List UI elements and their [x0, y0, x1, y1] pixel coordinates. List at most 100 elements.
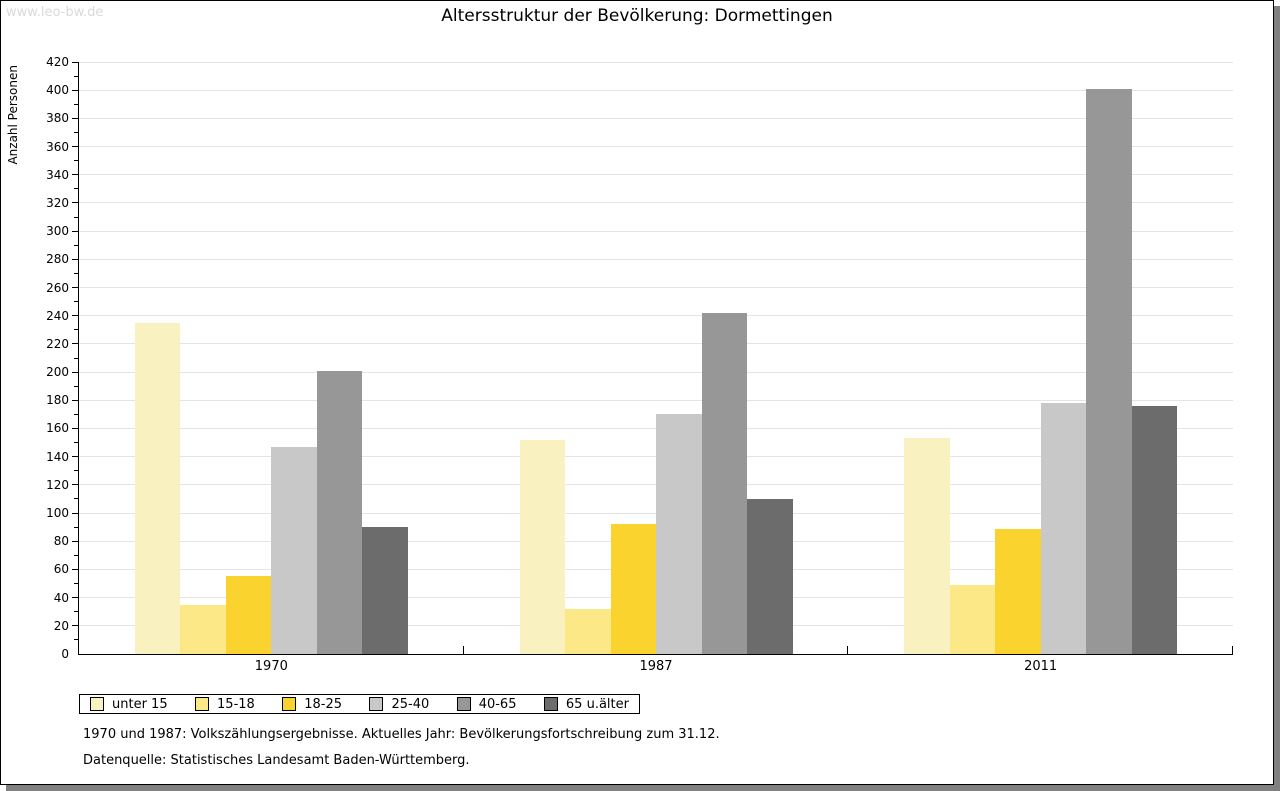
footnote-data-source: Datenquelle: Statistisches Landesamt Bad…	[83, 753, 470, 768]
bar-1970-25-40	[271, 446, 317, 654]
y-tick	[72, 568, 78, 570]
y-tick-label: 260	[46, 280, 69, 295]
y-tick	[74, 526, 78, 528]
legend-item: 65 u.älter	[543, 696, 629, 712]
y-tick	[74, 357, 78, 359]
legend-label: 65 u.älter	[565, 696, 629, 712]
bar-2011-15-18	[949, 584, 996, 654]
bar-1970-18-25	[225, 576, 272, 654]
legend-item: 25-40	[369, 697, 429, 712]
y-tick	[72, 202, 78, 204]
y-tick	[74, 188, 78, 190]
y-tick	[74, 554, 78, 556]
y-tick	[72, 512, 78, 514]
gridline	[79, 174, 1233, 176]
y-tick-label: 380	[46, 111, 69, 126]
plot-area: 0 20 40 60 80 100 120 140 160 180 200 220 240 260 280 3…	[46, 55, 1233, 674]
y-tick	[72, 427, 78, 429]
y-tick-label: 120	[46, 477, 69, 492]
x-category-label: 2011	[1024, 659, 1058, 674]
bar-2011-25-40	[1040, 403, 1087, 654]
y-tick	[74, 103, 78, 105]
bar-1970-unter-15	[134, 322, 181, 654]
y-tick	[74, 272, 78, 274]
y-tick-label: 240	[46, 308, 69, 323]
y-tick	[74, 498, 78, 500]
legend-label: 40-65	[478, 696, 517, 712]
legend-box: unter 15 15-18 18-25 25-40 40-65 65 u.älter	[79, 694, 640, 714]
bar-1987-40-65	[701, 312, 747, 654]
y-tick	[72, 287, 78, 289]
y-tick-label: 320	[46, 195, 69, 210]
legend-item: 15-18	[195, 697, 255, 712]
y-tick	[72, 174, 78, 176]
legend-swatch	[282, 697, 297, 711]
gridline	[79, 61, 1233, 63]
y-tick	[74, 639, 78, 641]
y-tick	[74, 413, 78, 415]
legend-swatch	[543, 697, 558, 711]
gridline	[79, 371, 1233, 373]
y-tick	[72, 456, 78, 458]
y-tick	[72, 399, 78, 401]
y-tick	[74, 611, 78, 613]
y-tick-label: 140	[46, 449, 69, 464]
y-axis-line	[78, 62, 79, 655]
y-tick-label: 180	[46, 393, 69, 408]
y-tick	[74, 216, 78, 218]
y-tick	[72, 315, 78, 317]
gridline	[79, 117, 1233, 119]
legend-item: 40-65	[456, 696, 517, 712]
bar-1970-65-u-älter	[362, 527, 408, 654]
y-tick	[72, 625, 78, 627]
y-tick-label: 20	[53, 618, 69, 633]
y-tick-label: 100	[46, 506, 69, 521]
legend-label: unter 15	[112, 696, 168, 712]
gridline	[79, 315, 1233, 317]
y-axis-label-text: Anzahl Personen	[6, 65, 20, 165]
y-tick	[72, 230, 78, 232]
y-tick	[72, 597, 78, 599]
y-tick-label: 340	[46, 167, 69, 182]
y-tick	[74, 470, 78, 472]
y-tick	[72, 343, 78, 345]
legend-label: 15-18	[217, 696, 255, 712]
y-tick	[72, 61, 78, 63]
y-tick	[74, 385, 78, 387]
gridline	[79, 230, 1233, 232]
gridline	[79, 258, 1233, 260]
x-tick	[1232, 646, 1233, 654]
x-axis-line	[78, 654, 1233, 655]
y-tick-label: 400	[46, 83, 69, 98]
gridline	[79, 202, 1233, 204]
bar-2011-18-25	[995, 528, 1041, 654]
y-tick	[72, 117, 78, 119]
y-tick	[72, 371, 78, 373]
y-axis-label: Anzahl Personen	[6, 65, 20, 175]
gridline	[79, 146, 1233, 148]
bar-2011-40-65	[1086, 88, 1132, 654]
bar-1987-15-18	[565, 608, 611, 654]
y-tick-label: 40	[53, 590, 69, 605]
y-tick	[74, 244, 78, 246]
y-tick-label: 160	[46, 421, 69, 436]
y-tick	[72, 146, 78, 148]
legend-label: 18-25	[304, 696, 343, 712]
y-tick-label: 0	[61, 647, 69, 661]
watermark-text: www.leo-bw.de	[6, 5, 104, 20]
y-tick	[72, 540, 78, 542]
bar-1970-40-65	[316, 370, 363, 654]
y-tick	[72, 484, 78, 486]
gridline	[79, 399, 1233, 401]
bar-1987-65-u-älter	[747, 498, 793, 654]
legend-label: 25-40	[391, 696, 430, 712]
y-tick-label: 220	[46, 336, 69, 351]
bar-1987-18-25	[610, 524, 656, 654]
bar-2011-65-u-älter	[1131, 405, 1178, 654]
footnote-source-note: 1970 und 1987: Volkszählungsergebnisse. …	[83, 727, 720, 742]
legend-item: unter 15	[90, 697, 168, 712]
x-category-label: 1987	[639, 659, 673, 674]
legend-swatch	[90, 697, 104, 711]
y-tick-label: 80	[53, 534, 69, 549]
gridline	[79, 287, 1233, 289]
